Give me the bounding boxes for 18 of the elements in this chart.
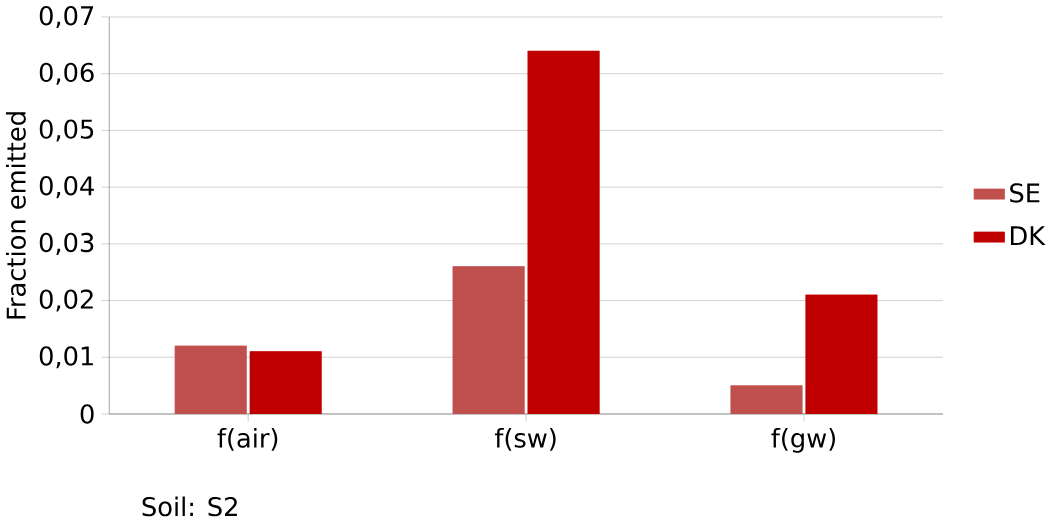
y-tick-label: 0,03 [39, 232, 94, 255]
x-tick-label: f(gw) [771, 427, 836, 453]
y-tick-label: 0,01 [39, 346, 93, 369]
legend-label: SE [1010, 183, 1040, 203]
y-tick-label: 0,07 [39, 5, 94, 28]
y-tick-label: 0 [80, 404, 94, 424]
bar [805, 294, 878, 414]
legend-label: DK [1010, 226, 1046, 245]
text: Soil: S2 [142, 496, 237, 517]
bar [527, 50, 600, 414]
y-tick-label: 0,02 [39, 289, 93, 312]
x-tick-label: f(sw) [494, 427, 556, 451]
x-tick-label: f(air) [217, 427, 278, 451]
y-axis-title: Fraction emitted [5, 112, 26, 319]
bar [249, 351, 322, 414]
y-tick-label: 0,05 [39, 119, 94, 142]
y-tick-label: 0,06 [39, 62, 94, 85]
y-tick-label: 0,04 [39, 175, 94, 199]
